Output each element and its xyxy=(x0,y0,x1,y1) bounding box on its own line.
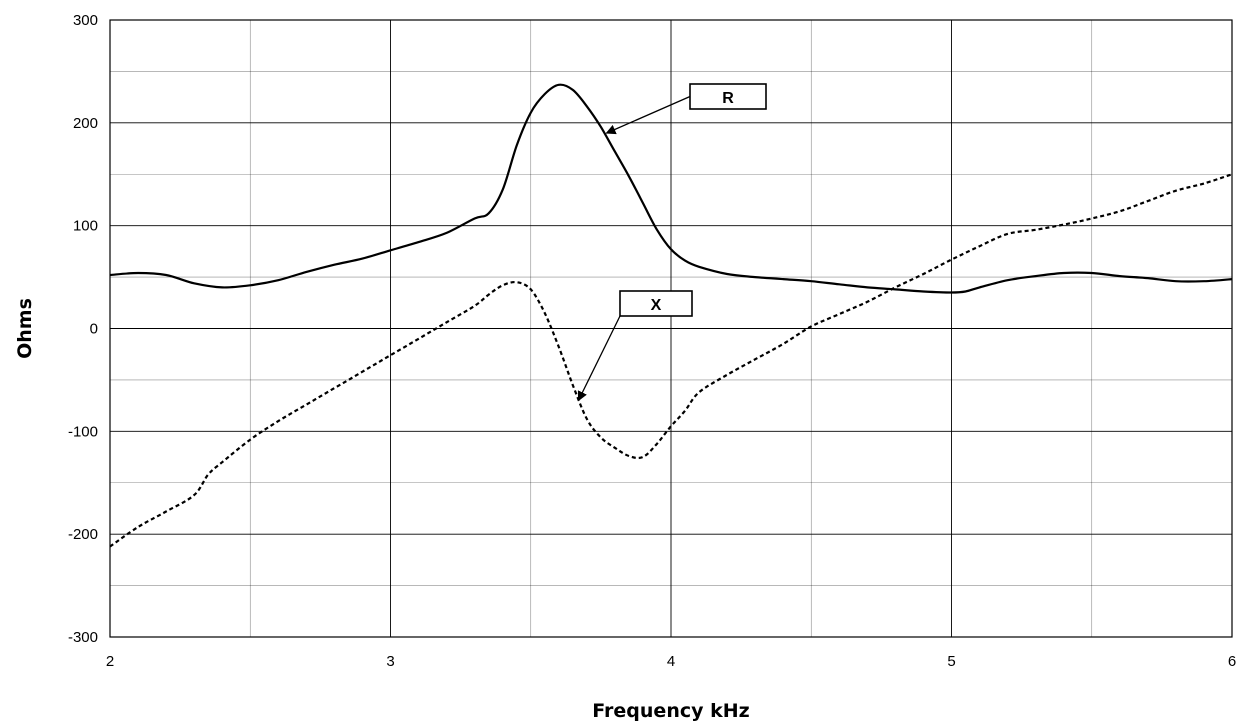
callout-box xyxy=(619,290,693,317)
y-tick-label: -300 xyxy=(68,629,98,646)
y-tick-label: -100 xyxy=(68,423,98,440)
callout-arrow xyxy=(605,95,691,135)
y-tick-label: 0 xyxy=(90,321,98,338)
series-line-x xyxy=(109,173,1233,548)
x-tick-label: 2 xyxy=(106,653,114,670)
callout-label: X xyxy=(651,297,662,314)
plot-frame xyxy=(109,19,1233,638)
tick-labels: 2 3 4 5 6 -300 -200 -100 0 100 200 300 xyxy=(68,12,1236,670)
callout-x: X xyxy=(577,290,693,402)
series-line-r xyxy=(109,83,1233,294)
y-tick-label: 100 xyxy=(73,218,98,235)
annotations: RX xyxy=(577,83,767,402)
x-axis-title: Frequency kHz xyxy=(592,700,749,722)
y-axis-title: Ohms xyxy=(14,298,36,359)
major-gridlines xyxy=(109,19,1233,638)
series-layer xyxy=(109,83,1233,548)
x-tick-label: 4 xyxy=(667,653,675,670)
y-tick-label: 200 xyxy=(73,115,98,132)
x-tick-label: 6 xyxy=(1228,653,1236,670)
callout-label: R xyxy=(722,90,734,107)
callout-arrow xyxy=(577,315,621,402)
x-tick-label: 5 xyxy=(947,653,955,670)
y-tick-label: 300 xyxy=(73,12,98,29)
y-tick-label: -200 xyxy=(68,526,98,543)
callout-box xyxy=(689,83,767,110)
callout-r: R xyxy=(605,83,767,135)
x-tick-label: 3 xyxy=(386,653,394,670)
